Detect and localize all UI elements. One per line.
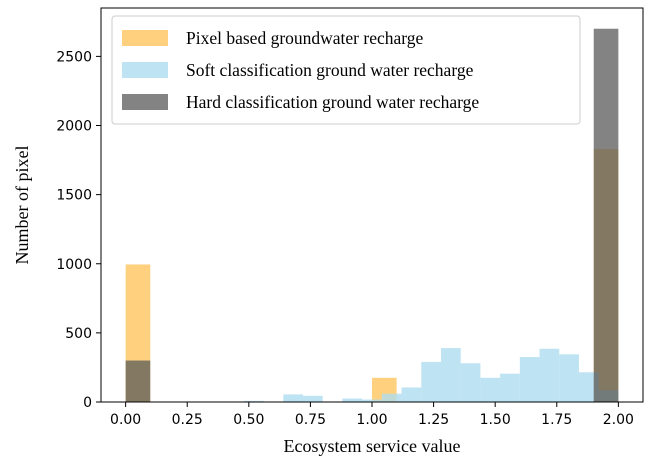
x-tick-label: 0.50 (233, 412, 264, 428)
bar-soft-classification-8 (440, 348, 461, 402)
legend-box (111, 15, 581, 125)
bar-hard-classification-1 (593, 28, 619, 402)
y-tick-label: 0 (83, 395, 92, 411)
bar-soft-classification-13 (539, 348, 560, 402)
y-axis-title: Number of pixel (12, 146, 32, 265)
bar-hard-classification-0 (125, 360, 151, 402)
bar-soft-classification-5 (381, 393, 402, 402)
bar-soft-classification-6 (401, 387, 422, 402)
x-axis-title: Ecosystem service value (284, 436, 461, 456)
legend-swatch-soft-classification (122, 62, 168, 78)
bar-soft-classification-12 (519, 357, 540, 402)
y-tick-label: 2500 (56, 49, 92, 65)
y-axis: 0 500 1000 1500 2000 2500 (56, 49, 101, 411)
legend-label-hard-classification: Hard classification ground water recharg… (186, 92, 479, 112)
x-tick-label: 2.00 (603, 412, 634, 428)
x-tick-label: 0.00 (110, 412, 141, 428)
bar-soft-classification-2 (303, 395, 323, 402)
bar-soft-classification-0 (243, 400, 264, 402)
bar-soft-classification-9 (460, 363, 481, 402)
legend-label-pixel-based: Pixel based groundwater recharge (186, 28, 424, 48)
bar-soft-classification-3 (342, 398, 363, 402)
x-tick-label: 0.25 (172, 412, 203, 428)
x-tick-label: 1.00 (356, 412, 387, 428)
bar-soft-classification-11 (500, 373, 520, 402)
y-tick-label: 2000 (56, 119, 92, 135)
x-axis: 0.00 0.25 0.50 0.75 1.00 1.25 1.50 1.75 2.00 (110, 402, 634, 428)
x-tick-label: 1.75 (541, 412, 572, 428)
bar-soft-classification-10 (480, 377, 501, 402)
legend-swatch-hard-classification (122, 94, 168, 110)
legend-swatch-pixel-based (122, 30, 168, 46)
x-tick-label: 0.75 (295, 412, 326, 428)
bar-soft-classification-4 (362, 399, 382, 402)
y-tick-label: 1500 (56, 188, 92, 204)
legend: Pixel based groundwater recharge Soft cl… (111, 15, 581, 125)
y-tick-label: 500 (65, 326, 92, 342)
y-tick-label: 1000 (56, 257, 92, 273)
x-tick-label: 1.50 (480, 412, 511, 428)
bar-soft-classification-7 (421, 361, 441, 402)
legend-label-soft-classification: Soft classification ground water recharg… (186, 60, 474, 80)
bars-layer (125, 28, 619, 402)
bar-soft-classification-14 (559, 354, 579, 402)
bar-soft-classification-1 (283, 394, 304, 402)
x-tick-label: 1.25 (418, 412, 449, 428)
